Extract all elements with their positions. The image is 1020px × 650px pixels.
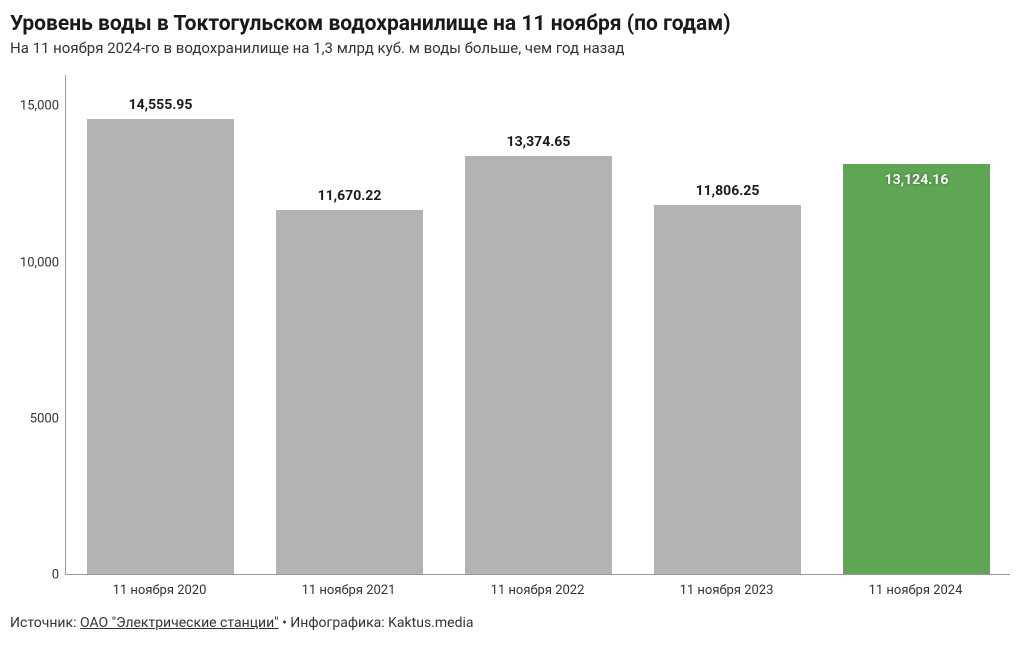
bar: 14,555.95: [87, 119, 234, 574]
chart-title: Уровень воды в Токтогульском водохранили…: [10, 12, 1010, 37]
bar-value-label: 11,806.25: [696, 183, 760, 199]
bar-value-label: 13,374.65: [507, 134, 571, 150]
bar-column: 11,806.25: [654, 205, 801, 574]
bar-column: 13,374.65: [465, 156, 612, 574]
x-tick-label: 11 ноября 2021: [302, 583, 396, 598]
bar: 11,670.22: [276, 210, 423, 575]
x-tick-label: 11 ноября 2022: [491, 583, 585, 598]
x-tick-label: 11 ноября 2023: [680, 583, 774, 598]
y-tick-label: 15,000: [20, 99, 59, 114]
x-tick-label: 11 ноября 2024: [869, 583, 963, 598]
bar-column: 11,670.22: [276, 210, 423, 575]
y-tick-label: 10,000: [20, 255, 59, 270]
plot-area: 14,555.95 11,670.22 13,374.65 11,806.25 13,1…: [65, 75, 1010, 575]
bar-value-label: 11,670.22: [318, 188, 382, 204]
footer-suffix: • Инфографика: Kaktus.media: [279, 615, 474, 631]
bar: 11,806.25: [654, 205, 801, 574]
bar: 13,374.65: [465, 156, 612, 574]
chart-subtitle: На 11 ноября 2024-го в водохранилище на …: [10, 39, 1010, 57]
chart-footer: Источник: ОАО "Электрические станции" • …: [10, 615, 1010, 631]
footer-source-link[interactable]: ОАО "Электрические станции": [80, 615, 279, 631]
bar: 13,124.16: [843, 164, 990, 574]
bar-value-label: 14,555.95: [129, 97, 193, 113]
bar-column: 13,124.16: [843, 164, 990, 574]
y-axis: 0500010,00015,000: [10, 75, 65, 575]
bar-column: 14,555.95: [87, 119, 234, 574]
chart-area: 0 5000 10,000 15,000 14,555.95 11,670.22 13,3…: [10, 75, 1010, 605]
y-tick-label: 0: [52, 568, 59, 583]
y-tick-label: 5000: [30, 411, 59, 426]
footer-prefix: Источник:: [10, 615, 80, 631]
bar-value-label: 13,124.16: [885, 172, 949, 188]
x-tick-label: 11 ноября 2020: [113, 583, 207, 598]
